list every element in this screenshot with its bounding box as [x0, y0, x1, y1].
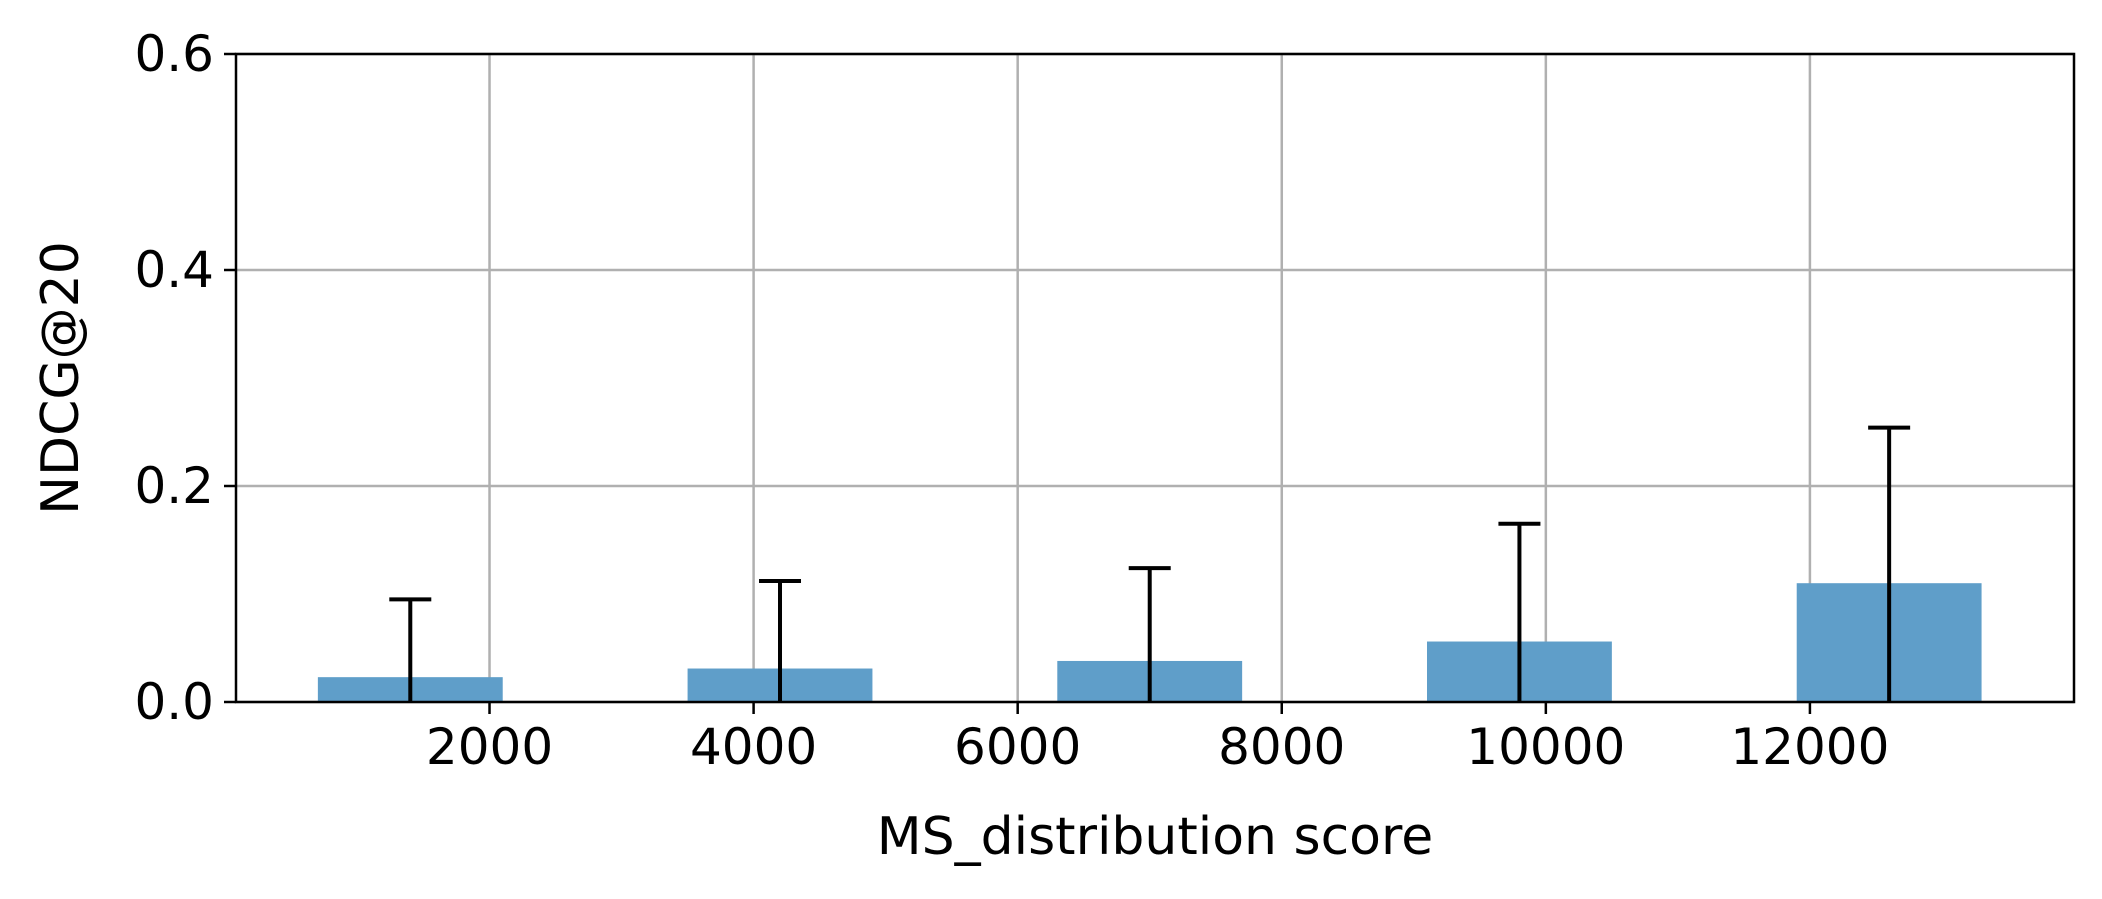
plot-frame	[234, 52, 2076, 704]
error-bar	[389, 597, 432, 702]
error-bar	[759, 579, 802, 702]
x-tick-label: 10000	[1466, 718, 1625, 776]
axis-ticks: 2000 4000 6000 8000 10000 12000 0.0 0.2 0.4 0.6	[134, 25, 1889, 776]
error-bar	[1868, 425, 1911, 702]
x-tick-label: 12000	[1730, 718, 1889, 776]
y-tick-label: 0.4	[134, 241, 214, 299]
y-tick-label: 0.6	[134, 25, 214, 83]
x-tick-label: 6000	[954, 718, 1081, 776]
x-tick-label: 8000	[1218, 718, 1345, 776]
error-bar	[1498, 521, 1541, 702]
y-tick-label: 0.2	[134, 457, 214, 515]
x-tick-label: 2000	[426, 718, 553, 776]
y-axis-label: NDCG@20	[31, 241, 91, 515]
x-axis-label: MS_distribution score	[877, 807, 1433, 867]
error-bars	[389, 425, 1911, 702]
error-bar	[1128, 566, 1171, 702]
y-tick-label: 0.0	[134, 673, 214, 731]
x-tick-label: 4000	[690, 718, 817, 776]
